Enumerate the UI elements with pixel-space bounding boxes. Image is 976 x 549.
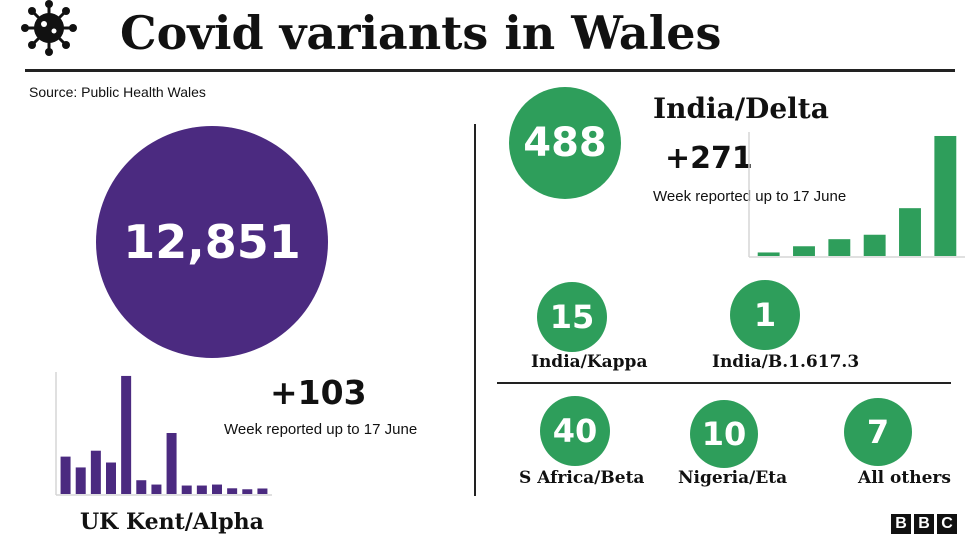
bar-w14 bbox=[257, 488, 268, 494]
others-circle: 7 bbox=[844, 398, 912, 466]
bar-w3 bbox=[90, 450, 101, 494]
bar-w2 bbox=[75, 467, 86, 494]
bar-w12 bbox=[227, 488, 238, 494]
row-divider bbox=[497, 382, 951, 384]
bar-w4 bbox=[106, 462, 116, 494]
bar-w7 bbox=[151, 484, 162, 494]
beta-circle: 40 bbox=[540, 396, 610, 466]
alpha-change: +103 bbox=[270, 373, 367, 412]
alpha-bar-chart bbox=[55, 372, 272, 496]
eta-count: 10 bbox=[701, 415, 747, 453]
bar-w10 bbox=[196, 485, 207, 494]
bar-w2 bbox=[793, 246, 815, 256]
bar-w3 bbox=[828, 239, 851, 256]
delta-variant-name: India/Delta bbox=[653, 92, 829, 125]
b16173-circle: 1 bbox=[730, 280, 800, 350]
kappa-circle: 15 bbox=[537, 282, 607, 352]
bar-w5 bbox=[121, 375, 132, 494]
alpha-week-note: Week reported up to 17 June bbox=[224, 421, 418, 438]
bar-w6 bbox=[136, 480, 147, 494]
b16173-count: 1 bbox=[753, 296, 777, 334]
beta-count: 40 bbox=[552, 412, 598, 450]
delta-total: 488 bbox=[523, 120, 607, 166]
kappa-count: 15 bbox=[549, 298, 595, 336]
delta-change: +271 bbox=[665, 141, 753, 176]
kappa-label: India/Kappa bbox=[531, 352, 648, 372]
virus-icon bbox=[21, 0, 77, 56]
bar-w1 bbox=[757, 252, 780, 256]
page-title: Covid variants in Wales bbox=[120, 6, 722, 60]
eta-label: Nigeria/Eta bbox=[678, 468, 788, 488]
title-divider bbox=[25, 69, 955, 72]
others-label: All others bbox=[858, 468, 951, 488]
bar-w8 bbox=[166, 433, 177, 494]
delta-bar-chart bbox=[748, 132, 965, 258]
bar-w4 bbox=[863, 234, 886, 256]
alpha-total: 12,851 bbox=[123, 215, 301, 269]
source-note: Source: Public Health Wales bbox=[29, 84, 206, 100]
bbc-logo-letter: B bbox=[891, 514, 911, 534]
bar-w5 bbox=[899, 208, 921, 256]
eta-circle: 10 bbox=[690, 400, 758, 468]
bar-w6 bbox=[934, 135, 957, 256]
bbc-logo-letter: B bbox=[914, 514, 934, 534]
bbc-logo: B B C bbox=[891, 514, 957, 534]
bbc-logo-letter: C bbox=[937, 514, 957, 534]
panel-divider bbox=[474, 124, 476, 496]
alpha-variant-name: UK Kent/Alpha bbox=[80, 509, 264, 535]
bar-w13 bbox=[242, 489, 253, 494]
bar-w11 bbox=[212, 484, 222, 494]
bar-w1 bbox=[60, 456, 71, 494]
alpha-total-circle: 12,851 bbox=[96, 126, 328, 358]
bar-w9 bbox=[181, 485, 192, 494]
others-count: 7 bbox=[866, 413, 890, 451]
b16173-label: India/B.1.617.3 bbox=[712, 352, 860, 372]
delta-total-circle: 488 bbox=[509, 87, 621, 199]
beta-label: S Africa/Beta bbox=[519, 468, 645, 488]
